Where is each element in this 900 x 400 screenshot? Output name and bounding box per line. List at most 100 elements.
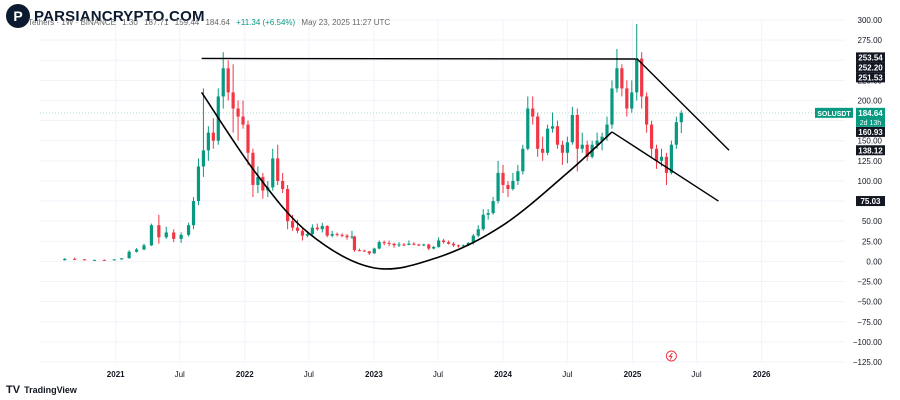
candle xyxy=(427,243,431,251)
candle xyxy=(531,96,535,125)
candle xyxy=(179,232,183,243)
falling-upper-line xyxy=(636,57,730,151)
candle xyxy=(251,148,255,198)
candle xyxy=(352,235,357,252)
candle xyxy=(679,110,683,134)
candle-body xyxy=(310,227,314,235)
candle xyxy=(501,164,505,194)
candle-body xyxy=(580,144,584,149)
candle-body xyxy=(649,124,654,149)
candle xyxy=(330,230,334,238)
candle-body xyxy=(402,244,406,246)
candle xyxy=(550,112,555,133)
falling-lower-line xyxy=(611,131,719,202)
candle xyxy=(526,96,530,151)
candle xyxy=(340,233,344,238)
candle xyxy=(570,106,574,145)
candle-body xyxy=(456,245,461,247)
candle-body xyxy=(382,242,386,244)
candle-body xyxy=(281,180,285,189)
candle-body xyxy=(241,116,245,125)
candle xyxy=(555,120,560,149)
x-tick-label: 2025 xyxy=(624,370,642,379)
candle-body xyxy=(536,116,540,149)
lightning-icon[interactable] xyxy=(665,350,677,362)
current-price-marker: SOLUSDT 184.64 2d 13h xyxy=(815,107,885,127)
candle xyxy=(635,24,639,101)
candle xyxy=(560,140,565,165)
candle xyxy=(654,144,659,169)
current-price-box xyxy=(856,107,885,127)
candle-body xyxy=(511,180,515,189)
candle-body xyxy=(157,225,161,238)
candle-body xyxy=(276,158,280,181)
candle xyxy=(315,223,319,231)
candle xyxy=(206,126,210,161)
candle xyxy=(271,148,275,191)
candle-body xyxy=(315,227,319,230)
candle-body xyxy=(377,242,381,249)
price-label-box xyxy=(856,145,885,156)
candle-body xyxy=(645,96,649,125)
candle-body xyxy=(164,232,168,238)
candle-body xyxy=(427,244,431,249)
candle xyxy=(610,80,614,129)
tradingview-label: TradingView xyxy=(24,385,77,395)
candle-body xyxy=(231,92,235,109)
price-label: 251.53 xyxy=(856,72,885,83)
price-label: 75.03 xyxy=(856,196,885,207)
trend-annotations xyxy=(200,57,730,270)
y-tick-label: −50.00 xyxy=(857,298,882,307)
candle-body xyxy=(335,234,339,236)
candle xyxy=(407,240,411,246)
tradingview-brand[interactable]: TV TradingView xyxy=(6,384,77,396)
candle-body xyxy=(575,114,579,149)
candle-body xyxy=(560,144,565,153)
candle-body xyxy=(392,243,396,246)
current-countdown-text: 2d 13h xyxy=(860,120,882,127)
candle xyxy=(446,240,451,245)
candle-body xyxy=(521,148,525,172)
ohlc-high: 187.71 xyxy=(144,18,169,27)
y-tick-label: 50.00 xyxy=(862,217,883,226)
x-tick-label: 2026 xyxy=(753,370,771,379)
candle xyxy=(196,158,201,206)
candle xyxy=(191,197,196,230)
candle-body xyxy=(286,188,290,222)
candle-body xyxy=(407,243,411,245)
x-tick-label: Jul xyxy=(562,370,572,379)
candle-body xyxy=(271,158,275,188)
y-tick-label: −100.00 xyxy=(853,338,883,347)
candle-body xyxy=(305,234,310,236)
candle xyxy=(451,242,456,247)
x-tick-label: 2022 xyxy=(236,370,254,379)
candle xyxy=(541,136,545,161)
ohlc-low: 159.44 xyxy=(174,18,200,27)
price-label-box xyxy=(856,196,885,207)
price-label-box xyxy=(856,126,885,137)
candle xyxy=(157,214,161,244)
candle xyxy=(620,64,624,97)
time-axis[interactable]: 2021 Jul 2022 Jul 2023 Jul 2024 Jul 2025 Jul 2026 xyxy=(107,370,771,379)
candle-body xyxy=(437,240,441,247)
candle-body xyxy=(555,126,560,145)
candle xyxy=(387,240,391,247)
candle xyxy=(211,118,215,149)
candle-body xyxy=(246,124,250,153)
candle-body xyxy=(112,259,116,261)
candle-body xyxy=(610,88,614,125)
price-label-text: 138.12 xyxy=(858,146,883,155)
candle xyxy=(417,243,421,247)
candle xyxy=(236,100,240,141)
candle xyxy=(350,230,354,239)
resistance-line xyxy=(201,57,637,60)
candle-body xyxy=(595,140,599,145)
candle-body xyxy=(417,244,421,246)
candle xyxy=(127,250,131,259)
candle-body xyxy=(206,132,210,151)
y-tick-label: 150.00 xyxy=(858,137,883,146)
chart-header-info: Tethers · 1W · BINANCE 1.30 187.71 159.4… xyxy=(28,18,394,27)
candle-body xyxy=(486,213,490,215)
candle xyxy=(645,92,649,133)
candle-body xyxy=(545,128,550,153)
